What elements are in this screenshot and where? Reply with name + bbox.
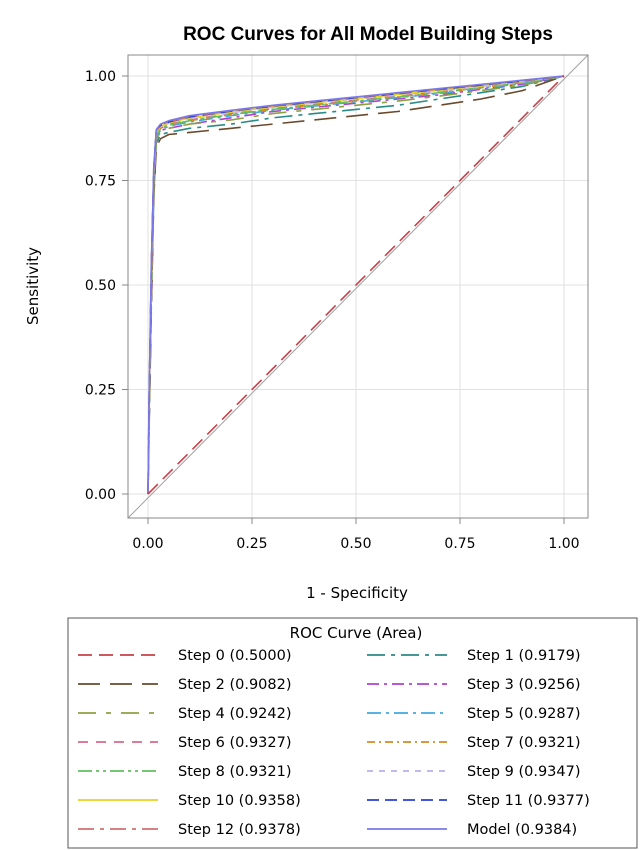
legend-entry: Step 0 (0.5000)	[178, 648, 292, 664]
legend: ROC Curve (Area) Step 0 (0.5000) Step 1 (…	[67, 617, 638, 849]
legend-items: Step 0 (0.5000) Step 1 (0.9179) Step 2 (0.…	[78, 648, 590, 838]
series-line-step-3	[147, 75, 565, 495]
legend-entry: Step 11 (0.9377)	[467, 793, 590, 809]
x-tick-label: 0.75	[444, 536, 475, 552]
legend-frame	[67, 617, 638, 849]
x-tick-label: 1.00	[548, 536, 579, 552]
legend-entry: Step 6 (0.9327)	[178, 735, 292, 751]
x-axis-label: 1 - Specificity	[306, 584, 408, 602]
legend-entry: Step 5 (0.9287)	[467, 706, 581, 722]
legend-entry: Step 8 (0.9321)	[178, 764, 292, 780]
legend-entry: Step 3 (0.9256)	[467, 677, 581, 693]
y-axis-label: Sensitivity	[24, 247, 42, 325]
chart-title: ROC Curves for All Model Building Steps	[183, 24, 553, 45]
legend-entry: Step 4 (0.9242)	[178, 706, 292, 722]
legend-entry: Step 2 (0.9082)	[178, 677, 292, 693]
y-tick-label: 1.00	[85, 69, 116, 85]
y-axis-ticks: 0.00 0.25 0.50 0.75 1.00	[85, 69, 128, 503]
grid	[128, 55, 588, 518]
x-axis-ticks: 0.00 0.25 0.50 0.75 1.00	[132, 518, 580, 552]
series-line-model	[147, 75, 565, 495]
y-tick-label: 0.50	[85, 278, 116, 294]
y-tick-label: 0.25	[85, 383, 116, 399]
legend-entry: Step 7 (0.9321)	[467, 735, 581, 751]
legend-entry: Step 9 (0.9347)	[467, 764, 581, 780]
roc-series	[147, 75, 565, 495]
legend-title: ROC Curve (Area)	[290, 624, 423, 642]
reference-diagonal	[127, 54, 589, 519]
series-line-step-6	[147, 75, 565, 495]
y-tick-label: 0.00	[85, 487, 116, 503]
legend-entry: Step 12 (0.9378)	[178, 822, 301, 838]
plot-frame	[127, 54, 589, 519]
series-line-step-0	[147, 75, 565, 495]
x-tick-label: 0.00	[132, 536, 163, 552]
plot-area	[127, 54, 589, 519]
y-tick-label: 0.75	[85, 174, 116, 190]
legend-entry: Step 1 (0.9179)	[467, 648, 581, 664]
reference-line	[127, 54, 589, 519]
legend-entry: Step 10 (0.9358)	[178, 793, 301, 809]
x-tick-label: 0.50	[340, 536, 371, 552]
legend-entry: Model (0.9384)	[467, 822, 577, 838]
x-tick-label: 0.25	[236, 536, 267, 552]
